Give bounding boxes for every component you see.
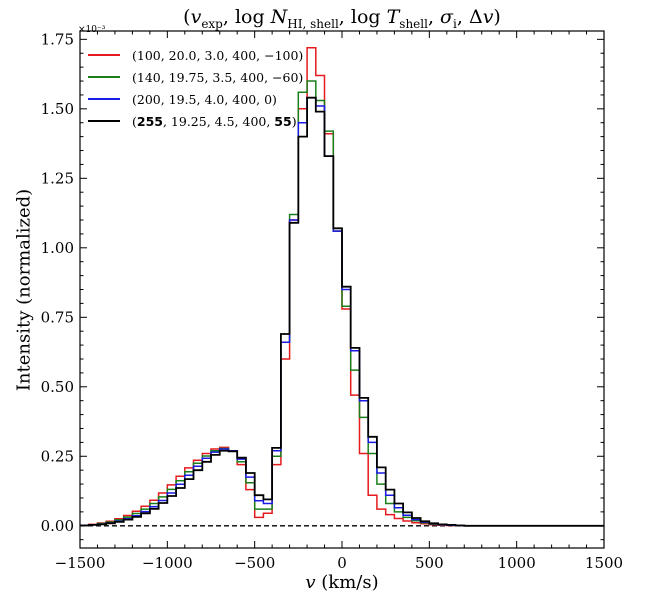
legend-swatch bbox=[88, 76, 120, 78]
legend-item: (255, 19.25, 4.5, 400, 55) bbox=[88, 110, 303, 132]
x-tick-label: 1500 bbox=[585, 554, 623, 572]
legend-label: (200, 19.5, 4.0, 400, 0) bbox=[132, 91, 277, 107]
y-tick-label: 0.50 bbox=[41, 378, 74, 396]
legend-swatch bbox=[88, 120, 120, 122]
chart-title: (vexp, log NHI, shell, log Tshell, σi, Δ… bbox=[183, 6, 501, 31]
legend-label-bold: (255, 19.25, 4.5, 400, 55) bbox=[132, 113, 297, 129]
legend-item: (200, 19.5, 4.0, 400, 0) bbox=[88, 88, 303, 110]
y-tick-label: 0.00 bbox=[41, 517, 74, 535]
legend: (100, 20.0, 3.0, 400, −100) (140, 19.75,… bbox=[88, 44, 303, 132]
y-tick-label: 1.75 bbox=[41, 30, 74, 48]
series-line-3 bbox=[80, 96, 604, 527]
x-axis-label: v (km/s) bbox=[305, 572, 379, 593]
x-tick-label: 0 bbox=[337, 554, 347, 572]
series-line-4 bbox=[80, 96, 604, 527]
y-axis-label: Intensity (normalized) bbox=[13, 188, 35, 392]
legend-label: (100, 20.0, 3.0, 400, −100) bbox=[132, 47, 304, 63]
x-tick-label: −500 bbox=[234, 554, 275, 572]
legend-item: (140, 19.75, 3.5, 400, −60) bbox=[88, 66, 303, 88]
x-tick-label: −1500 bbox=[55, 554, 106, 572]
legend-label: (140, 19.75, 3.5, 400, −60) bbox=[132, 69, 304, 85]
x-tick-label: 500 bbox=[415, 554, 444, 572]
y-tick-label: 1.50 bbox=[41, 100, 74, 118]
series-line-2 bbox=[80, 80, 604, 527]
y-tick-label: 1.25 bbox=[41, 169, 74, 187]
y-tick-label: 1.00 bbox=[41, 239, 74, 257]
x-tick-label: −1000 bbox=[142, 554, 193, 572]
x-tick-label: 1000 bbox=[498, 554, 536, 572]
y-tick-label: 0.25 bbox=[41, 447, 74, 465]
legend-swatch bbox=[88, 98, 120, 100]
legend-swatch bbox=[88, 54, 120, 56]
legend-item: (100, 20.0, 3.0, 400, −100) bbox=[88, 44, 303, 66]
y-axis-multiplier: ×10⁻³ bbox=[78, 25, 106, 35]
y-tick-label: 0.75 bbox=[41, 308, 74, 326]
